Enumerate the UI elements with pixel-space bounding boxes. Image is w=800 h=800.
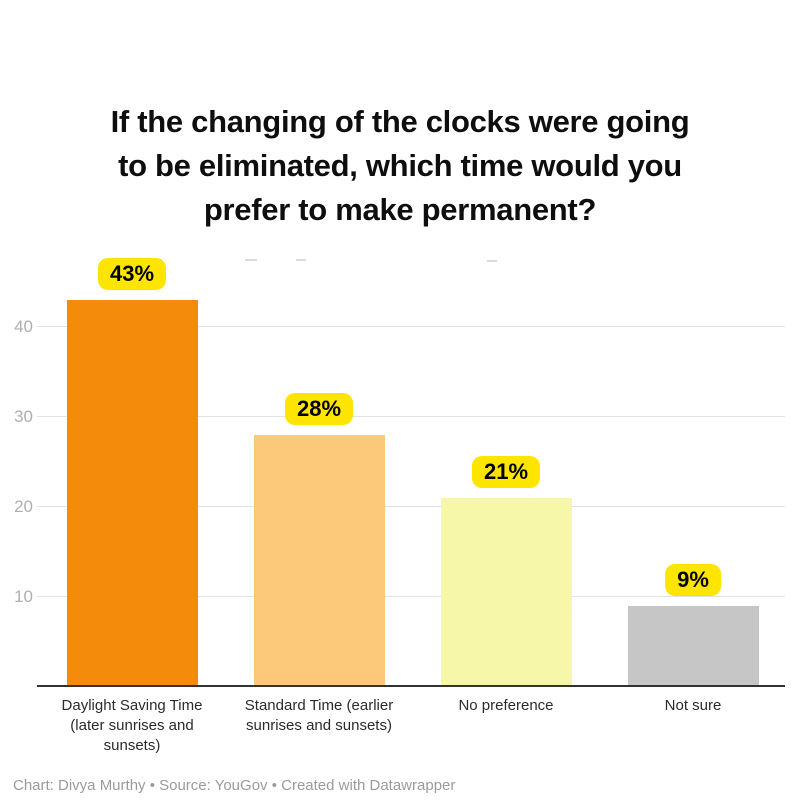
clipped-text-artifact xyxy=(245,259,257,261)
category-label-line: Standard Time (earlier xyxy=(244,697,394,714)
y-tick-label-10: 10 xyxy=(14,587,33,606)
category-label: No preference xyxy=(411,696,601,716)
category-label: Standard Time (earlier sunrises and suns… xyxy=(224,696,414,736)
value-chip: 43% xyxy=(97,258,167,290)
attribution-footer: Chart: Divya Murthy • Source: YouGov • C… xyxy=(13,777,456,794)
chart-title-line: If the changing of the clocks were going xyxy=(110,104,690,139)
category-label-line: Not sure xyxy=(664,697,722,714)
chart-title: If the changing of the clocks were going… xyxy=(50,100,750,232)
category-label-line: No preference xyxy=(458,697,554,714)
y-tick-label-30: 30 xyxy=(14,407,33,426)
bar-rect-daylight-saving-time xyxy=(66,300,198,687)
chart-title-line: to be eliminated, which time would you xyxy=(118,148,682,183)
category-label-line: sunrises and sunsets) xyxy=(246,717,392,734)
value-chip: 21% xyxy=(471,456,541,488)
y-tick-label-40: 40 xyxy=(14,317,33,336)
chart-title-line: prefer to make permanent? xyxy=(203,192,597,227)
value-chip: 9% xyxy=(665,564,721,596)
x-axis-line xyxy=(37,685,785,687)
gridline-10 xyxy=(37,596,785,597)
category-label-line: Daylight Saving Time xyxy=(61,697,203,714)
bar-rect-no-preference xyxy=(440,498,572,687)
category-label-line: sunsets) xyxy=(103,737,161,754)
gridline-30 xyxy=(37,416,785,417)
clipped-text-artifact xyxy=(296,259,306,261)
bar-rect-not-sure xyxy=(627,606,759,687)
y-tick-label-20: 20 xyxy=(14,497,33,516)
clipped-text-artifact xyxy=(487,260,497,262)
gridline-40 xyxy=(37,326,785,327)
value-chip: 28% xyxy=(284,393,354,425)
category-label: Not sure xyxy=(598,696,788,716)
category-label: Daylight Saving Time (later sunrises and… xyxy=(37,696,227,756)
bar-rect-standard-time xyxy=(253,435,385,687)
category-label-line: (later sunrises and xyxy=(70,717,194,734)
gridline-20 xyxy=(37,506,785,507)
